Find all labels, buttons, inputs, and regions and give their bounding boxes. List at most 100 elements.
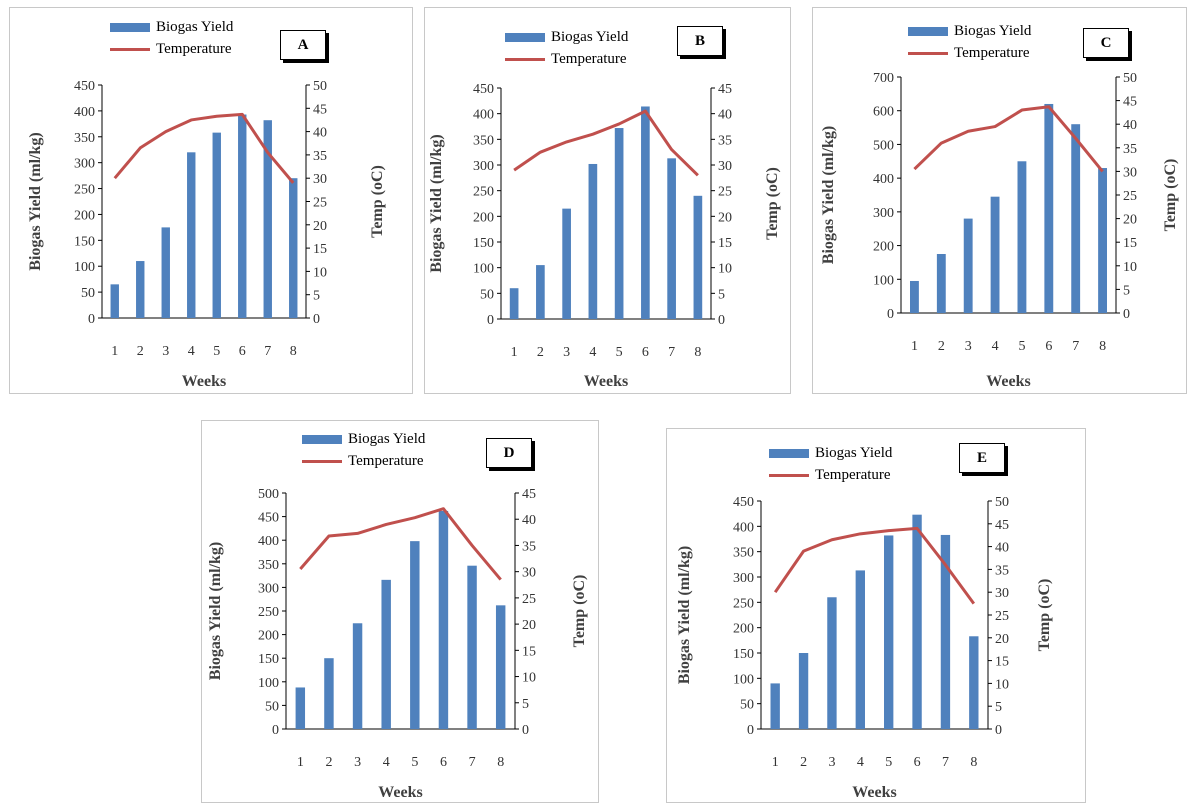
- bar: [289, 178, 298, 318]
- chart-svg-b: 0501001502002503003504004500510152025303…: [428, 82, 781, 390]
- right-tick-label: 10: [313, 265, 327, 280]
- legend: Biogas Yield Temperature: [302, 428, 425, 472]
- right-tick-label: 10: [718, 262, 732, 277]
- bar: [1098, 168, 1107, 313]
- right-tick-label: 5: [718, 287, 725, 302]
- x-tick-label: 4: [188, 344, 195, 359]
- x-axis-title: Weeks: [378, 784, 422, 801]
- x-tick-label: 2: [537, 345, 544, 360]
- right-tick-label: 30: [718, 159, 732, 174]
- bar: [295, 687, 306, 729]
- x-tick-label: 3: [354, 755, 361, 770]
- left-tick-label: 200: [74, 208, 95, 223]
- right-tick-label: 0: [995, 723, 1002, 738]
- x-tick-label: 5: [616, 345, 623, 360]
- right-tick-label: 15: [1123, 236, 1137, 251]
- right-tick-label: 50: [1123, 71, 1137, 86]
- left-tick-label: 200: [473, 210, 494, 225]
- left-tick-label: 150: [74, 234, 95, 249]
- left-tick-label: 700: [873, 71, 894, 86]
- x-axis-title: Weeks: [852, 784, 896, 801]
- left-tick-label: 400: [473, 108, 494, 123]
- bar: [324, 658, 334, 729]
- temperature-line: [513, 109, 699, 177]
- x-tick-label: 6: [440, 755, 447, 770]
- right-tick-label: 0: [522, 723, 529, 738]
- x-tick-label: 4: [589, 345, 596, 360]
- left-tick-label: 0: [887, 307, 894, 322]
- chart-panel-a: Biogas Yield Temperature A 0 50 100 150 200 2…: [9, 7, 413, 394]
- bar: [438, 510, 449, 729]
- bar: [536, 265, 545, 319]
- right-tick-label: 35: [1123, 142, 1137, 157]
- legend: Biogas Yield Temperature: [908, 20, 1031, 64]
- y-axis-title: Biogas Yield (ml/kg): [207, 542, 224, 680]
- left-tick-label: 450: [733, 495, 754, 510]
- bar: [110, 284, 119, 318]
- y-axis-title: Biogas Yield (ml/kg): [676, 546, 693, 684]
- x-tick-label: 8: [1099, 339, 1106, 354]
- legend-line-label: Temperature: [156, 40, 232, 57]
- right-tick-label: 25: [522, 592, 536, 607]
- chart-svg-c: 0100200300400500600700051015202530354045…: [820, 71, 1179, 390]
- panel-letter: D: [486, 438, 532, 468]
- x-tick-label: 1: [911, 339, 918, 354]
- bar: [1044, 103, 1054, 313]
- bar: [562, 208, 571, 319]
- legend-line-swatch: [505, 57, 545, 61]
- x-tick-label: 7: [1072, 339, 1079, 354]
- legend-bar-label: Biogas Yield: [551, 28, 629, 45]
- x-tick-label: 3: [965, 339, 972, 354]
- y-axis-title: Biogas Yield (ml/kg): [428, 134, 445, 272]
- left-tick-label: 400: [74, 105, 95, 120]
- y-axis-title: Biogas Yield (ml/kg): [27, 132, 44, 270]
- right-tick-label: 20: [995, 632, 1009, 647]
- right-tick-label: 20: [1123, 213, 1137, 228]
- bar: [136, 261, 145, 318]
- left-tick-label: 50: [740, 698, 754, 713]
- right-tick-label: 50: [995, 495, 1009, 510]
- chart-panel-b: Biogas Yield Temperature B 0 50 100 150 200 2…: [424, 7, 791, 394]
- temperature-line: [773, 526, 976, 605]
- x-tick-label: 8: [970, 755, 977, 770]
- left-tick-label: 500: [258, 487, 279, 502]
- legend-line-label: Temperature: [551, 50, 627, 67]
- bar: [509, 288, 519, 319]
- legend-line-swatch: [769, 473, 809, 477]
- bar: [963, 218, 973, 313]
- left-tick-label: 0: [747, 723, 754, 738]
- x-tick-label: 8: [290, 344, 297, 359]
- legend-bar-label: Biogas Yield: [954, 22, 1032, 39]
- left-tick-label: 0: [88, 312, 95, 327]
- legend-bar-swatch: [908, 26, 948, 36]
- x-tick-label: 1: [297, 755, 304, 770]
- left-tick-label: 100: [473, 262, 494, 277]
- panel-letter: E: [959, 443, 1005, 473]
- left-tick-label: 400: [873, 172, 894, 187]
- right-tick-label: 20: [313, 219, 327, 234]
- x-tick-label: 6: [642, 345, 649, 360]
- bar: [969, 636, 979, 729]
- left-tick-label: 350: [473, 133, 494, 148]
- right-tick-label: 15: [313, 242, 327, 257]
- left-tick-label: 300: [74, 157, 95, 172]
- chart-svg-e: 0501001502002503003504004500510152025303…: [676, 495, 1053, 801]
- y2-axis-title: Temp (oC): [1036, 579, 1053, 652]
- bar: [798, 653, 809, 729]
- right-tick-label: 30: [1123, 165, 1137, 180]
- x-axis-title: Weeks: [986, 373, 1030, 390]
- left-tick-label: 200: [873, 240, 894, 255]
- chart-panel-d: Biogas Yield Temperature D 0 50 100 150 200 2…: [201, 420, 599, 803]
- right-tick-label: 10: [995, 677, 1009, 692]
- left-tick-label: 350: [74, 131, 95, 146]
- x-tick-label: 3: [563, 345, 570, 360]
- bar: [381, 579, 391, 729]
- right-tick-label: 45: [1123, 95, 1137, 110]
- right-tick-label: 10: [522, 671, 536, 686]
- legend-bar-label: Biogas Yield: [815, 444, 893, 461]
- left-tick-label: 50: [81, 286, 95, 301]
- left-tick-label: 250: [733, 596, 754, 611]
- chart-panel-c: Biogas Yield Temperature C 0 100 200 300 400…: [812, 7, 1187, 394]
- left-tick-label: 50: [480, 287, 494, 302]
- left-tick-label: 100: [74, 260, 95, 275]
